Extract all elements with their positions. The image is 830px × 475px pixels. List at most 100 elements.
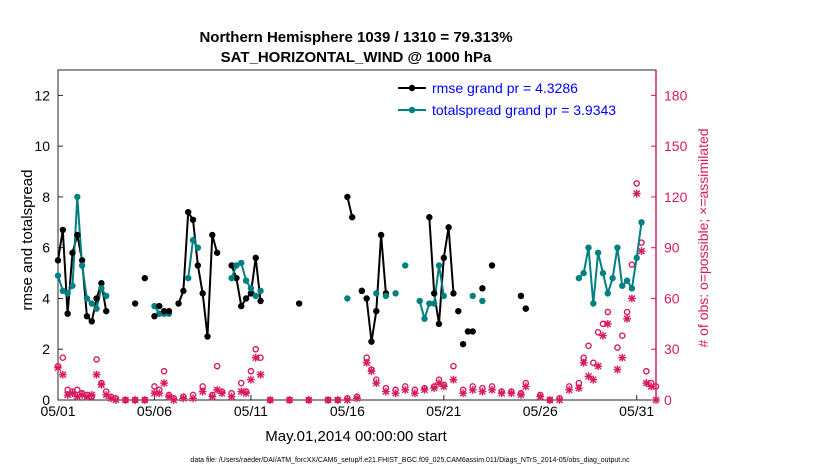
rmse-point bbox=[517, 292, 525, 300]
spread-point bbox=[74, 193, 81, 201]
obs-assimilated-marker bbox=[247, 375, 255, 384]
data-file-footer: data file: /Users/raeder/DAI/ATM_forcXX/… bbox=[190, 457, 630, 464]
obs-assimilated-marker bbox=[391, 389, 400, 398]
spread-point bbox=[83, 295, 91, 302]
legend-rmse-marker bbox=[408, 84, 416, 92]
obs-assimilated-marker bbox=[497, 389, 506, 398]
rmse-point bbox=[98, 280, 105, 287]
obs-assimilated-marker bbox=[565, 385, 574, 394]
obs-possible-marker bbox=[623, 308, 631, 316]
rmse-point bbox=[445, 224, 452, 231]
obs-assimilated-marker bbox=[242, 389, 250, 398]
obs-possible-marker bbox=[59, 354, 67, 361]
obs-possible-marker bbox=[633, 180, 641, 187]
rmse-point bbox=[156, 302, 163, 310]
spread-point bbox=[98, 285, 105, 292]
x-axis-label: May.01,2014 00:00:00 start bbox=[265, 428, 447, 445]
obs-assimilated-marker bbox=[160, 379, 168, 387]
y-axis-left: 0 2 4 6 8 10 12 bbox=[34, 87, 63, 408]
plot-area bbox=[57, 69, 657, 401]
x-tick-label: 05/16 bbox=[330, 403, 365, 419]
obs-possible-marker bbox=[450, 362, 457, 370]
obs-assimilated-marker bbox=[372, 379, 381, 387]
spread-point bbox=[238, 259, 245, 267]
y-right-tick-label: 180 bbox=[664, 87, 688, 103]
y-tick-label: 10 bbox=[34, 138, 50, 154]
obs-assimilated-marker bbox=[140, 396, 149, 404]
spread-point bbox=[382, 292, 390, 300]
rmse-line bbox=[346, 196, 354, 218]
obs-assimilated-marker bbox=[150, 389, 159, 398]
y-tick-label: 6 bbox=[42, 240, 50, 256]
obs-possible-marker bbox=[618, 332, 626, 339]
obs-assimilated-marker bbox=[131, 396, 140, 404]
obs-assimilated-marker bbox=[642, 379, 651, 387]
spread-point bbox=[604, 290, 611, 297]
obs-assimilated-marker bbox=[459, 389, 467, 398]
y-tick-label: 8 bbox=[42, 189, 50, 205]
y-right-tick-label: 150 bbox=[664, 138, 688, 154]
obs-assimilated-marker bbox=[111, 396, 120, 404]
y-right-tick-label: 30 bbox=[664, 341, 680, 357]
obs-assimilated-marker bbox=[574, 384, 583, 393]
spread-point bbox=[252, 292, 259, 300]
rmse-point bbox=[59, 226, 67, 234]
obs-assimilated-marker bbox=[478, 387, 487, 396]
spread-point bbox=[194, 244, 202, 251]
rmse-point bbox=[430, 290, 438, 297]
obs-possible-marker bbox=[628, 261, 636, 268]
rmse-point bbox=[228, 262, 235, 269]
rmse-point bbox=[426, 214, 433, 221]
legend[interactable]: rmse grand pr = 4.3286 totalspread grand… bbox=[393, 75, 645, 125]
rmse-line bbox=[428, 217, 455, 324]
obs-assimilated-marker bbox=[179, 394, 188, 403]
spread-point bbox=[185, 274, 192, 282]
rmse-point bbox=[64, 310, 71, 317]
obs-assimilated-marker bbox=[165, 392, 173, 401]
legend-rmse-label: rmse grand pr = 4.3286 bbox=[432, 80, 578, 96]
obs-assimilated-marker bbox=[536, 392, 545, 401]
obs-assimilated-marker bbox=[584, 372, 593, 381]
obs-assimilated-marker bbox=[78, 391, 87, 399]
spread-point bbox=[93, 305, 100, 312]
rmse-point bbox=[199, 290, 206, 297]
obs-assimilated-marker bbox=[420, 385, 429, 394]
spread-point bbox=[633, 254, 640, 262]
rmse-point bbox=[368, 338, 375, 345]
spread-point bbox=[416, 297, 423, 305]
obs-assimilated-marker bbox=[285, 396, 294, 404]
y-axis-label-right: # of obs: o=possible; ×=assimilated bbox=[695, 128, 711, 347]
rmse-point bbox=[141, 274, 149, 282]
obs-assimilated-marker bbox=[68, 389, 77, 398]
obs-assimilated-marker bbox=[594, 362, 603, 371]
obs-assimilated-marker bbox=[603, 319, 612, 328]
spread-point bbox=[590, 300, 597, 307]
spread-point bbox=[614, 244, 621, 251]
rmse-point bbox=[247, 290, 255, 297]
obs-possible-marker bbox=[247, 367, 255, 375]
spread-point bbox=[247, 285, 255, 292]
rmse-point bbox=[88, 318, 95, 325]
rmse-point bbox=[238, 302, 245, 310]
rmse-point bbox=[488, 262, 496, 269]
obs-assimilated-marker bbox=[58, 370, 67, 379]
rmse-point bbox=[373, 307, 380, 315]
obs-possible-marker bbox=[585, 342, 592, 350]
y-tick-label: 0 bbox=[42, 392, 50, 408]
obs-assimilated-marker bbox=[555, 396, 564, 404]
obs-assimilated-marker bbox=[169, 396, 178, 404]
obs-assimilated-marker bbox=[213, 385, 222, 394]
obs-assimilated-marker bbox=[613, 365, 622, 374]
y-right-tick-label: 0 bbox=[664, 392, 672, 408]
rmse-point bbox=[469, 328, 476, 335]
rmse-point bbox=[160, 307, 168, 315]
spread-point bbox=[189, 236, 197, 244]
obs-possible-marker bbox=[594, 329, 602, 336]
obs-assimilated-marker bbox=[237, 387, 246, 396]
spread-point bbox=[594, 249, 602, 256]
obs-assimilated-marker bbox=[579, 358, 588, 367]
spread-point bbox=[373, 290, 380, 297]
obs-possible-marker bbox=[614, 344, 621, 351]
obs-assimilated-marker bbox=[488, 385, 496, 394]
